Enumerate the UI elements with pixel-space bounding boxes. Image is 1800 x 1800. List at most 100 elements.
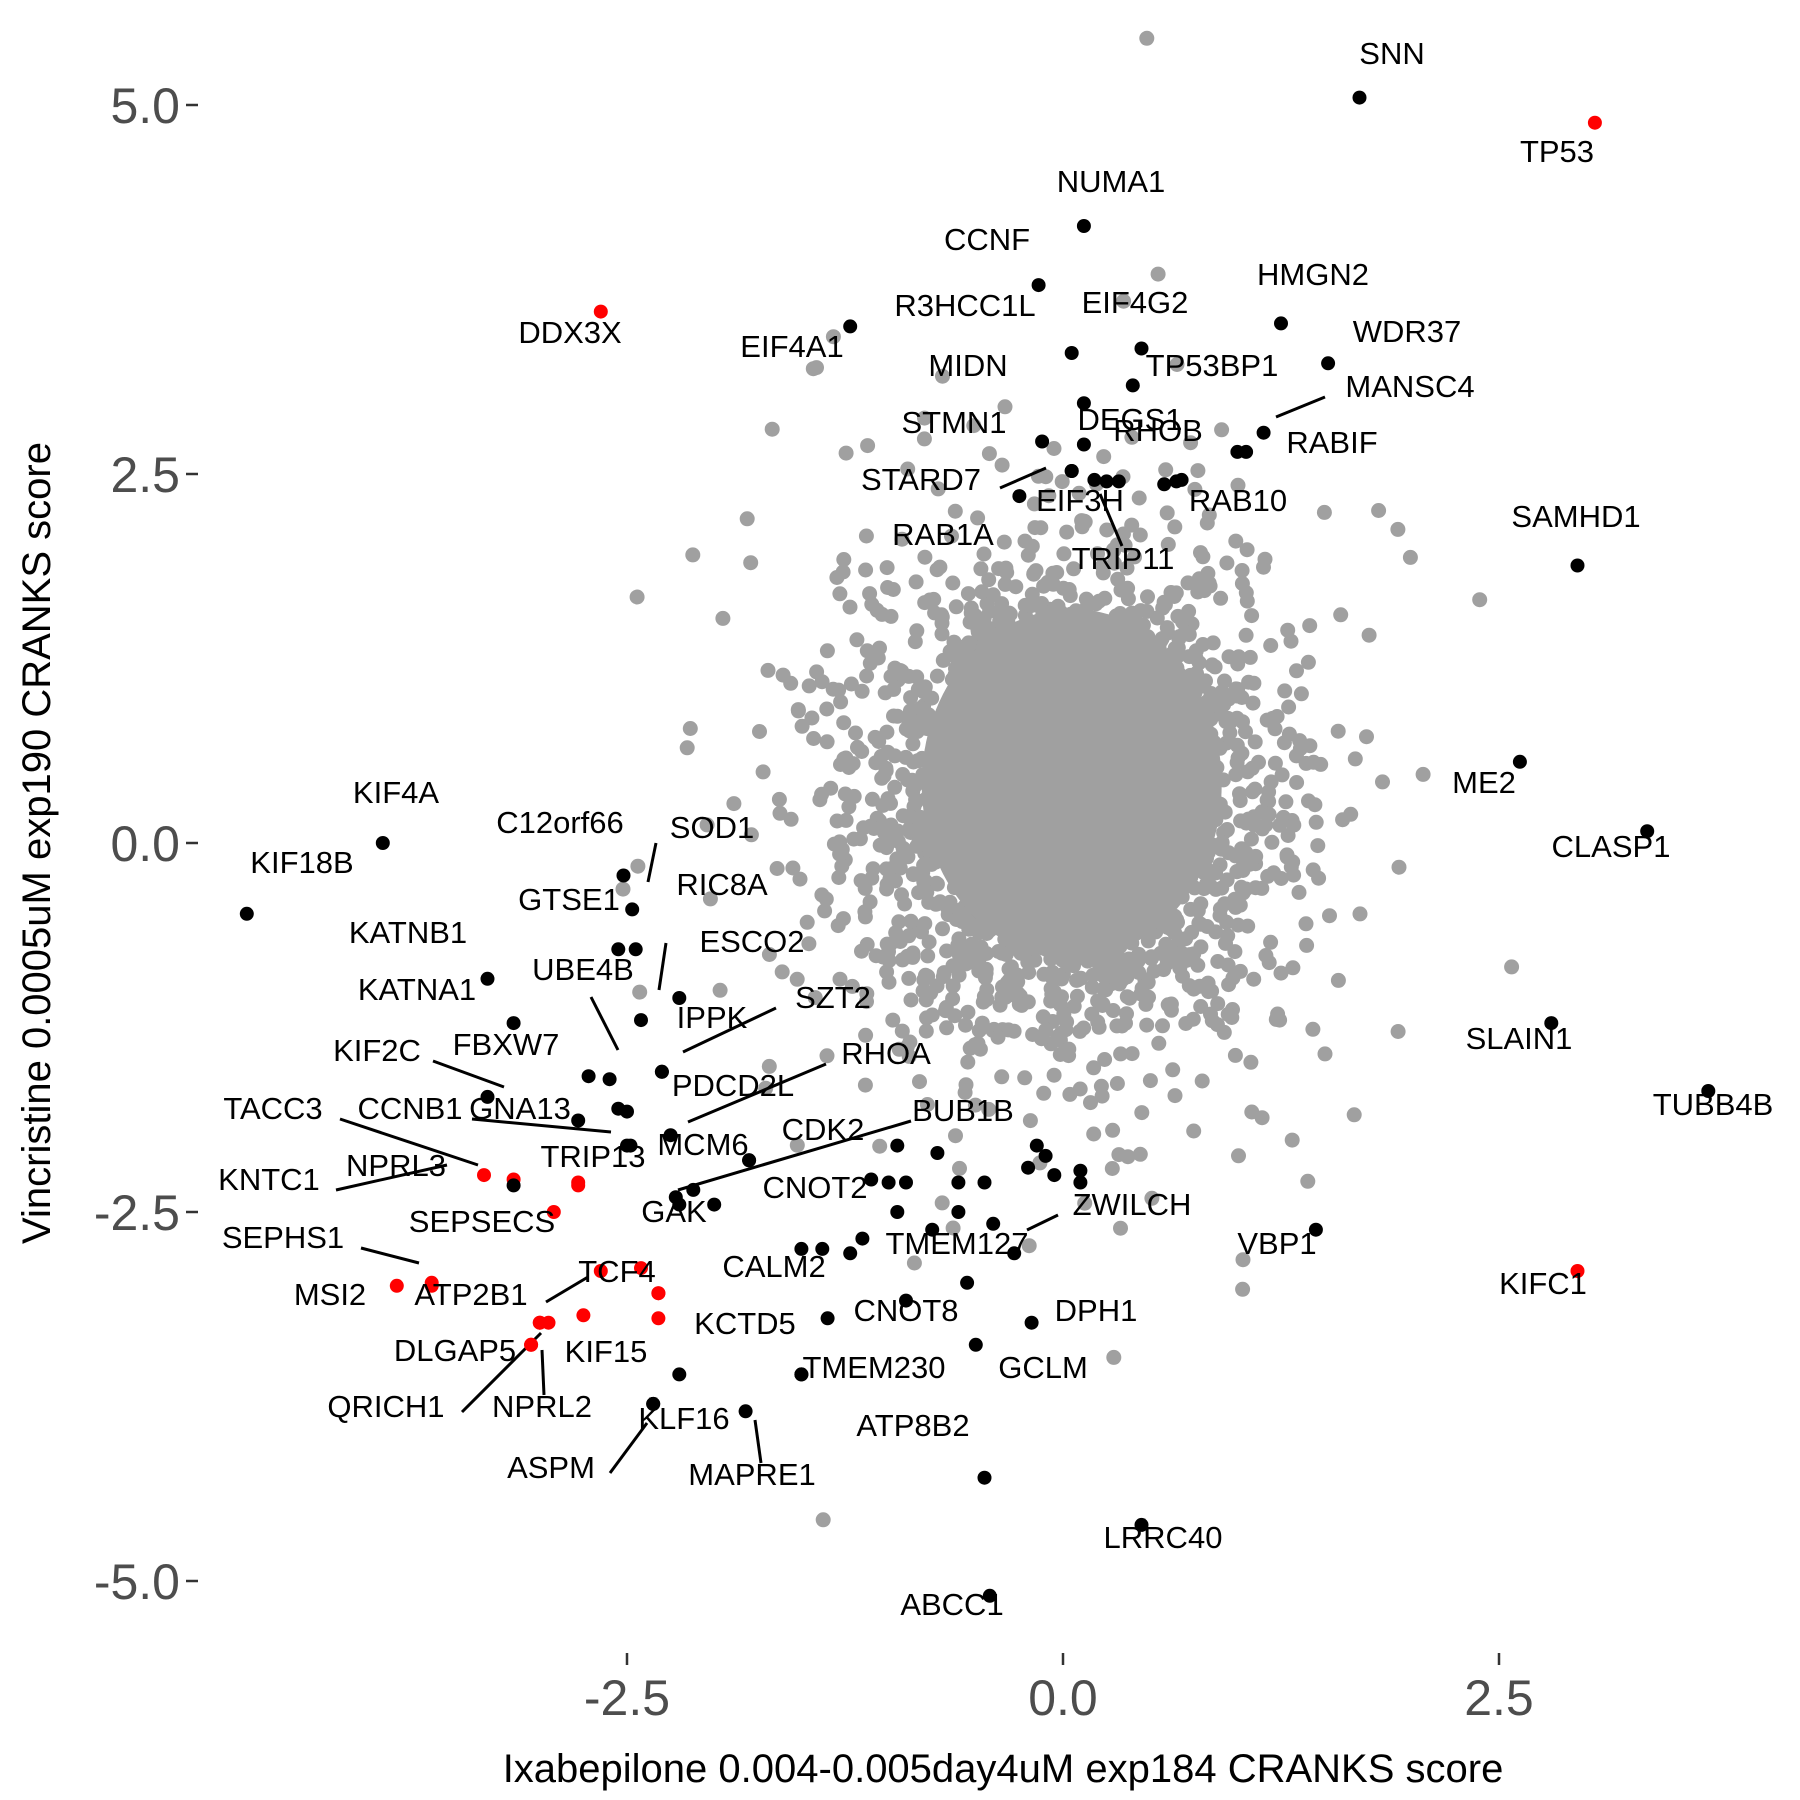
- gene-label-eif4a1: EIF4A1: [740, 329, 843, 364]
- background-point: [1261, 955, 1277, 971]
- gene-label-katna1: KATNA1: [358, 972, 476, 1007]
- background-point: [801, 678, 817, 694]
- background-point: [1230, 477, 1246, 493]
- leader-line-trip11: [1098, 493, 1124, 547]
- gene-label-kifc1: KIFC1: [1499, 1266, 1587, 1301]
- background-point: [883, 795, 898, 811]
- background-point: [957, 644, 972, 660]
- background-point: [891, 1041, 907, 1057]
- background-point: [1106, 543, 1122, 559]
- highlight-point: [1157, 477, 1172, 492]
- background-point: [825, 329, 841, 345]
- background-point: [815, 1512, 831, 1528]
- background-point: [1352, 906, 1368, 922]
- background-point: [1167, 519, 1183, 535]
- background-point: [974, 584, 990, 600]
- gene-label-sephs1: SEPHS1: [222, 1220, 344, 1255]
- background-point: [1106, 555, 1122, 571]
- background-point: [1159, 620, 1175, 636]
- background-point: [858, 1027, 874, 1043]
- background-point: [1167, 1088, 1183, 1104]
- background-point: [829, 813, 845, 829]
- gene-point-ric8a: [611, 942, 626, 957]
- background-point: [935, 921, 950, 937]
- background-point: [976, 546, 992, 562]
- background-point: [836, 715, 852, 731]
- background-point: [1260, 868, 1276, 884]
- gene-point-eif3h: [1099, 474, 1114, 489]
- background-point: [1261, 784, 1277, 800]
- gene-label-tmem230: TMEM230: [803, 1350, 946, 1385]
- background-point: [1220, 928, 1236, 944]
- background-point: [1288, 748, 1304, 764]
- gene-point-stard7: [1064, 464, 1079, 478]
- background-point: [832, 846, 848, 862]
- gene-point-sod1: [625, 902, 640, 917]
- background-point: [743, 555, 759, 571]
- background-point: [814, 674, 830, 690]
- gene-point-tcf4: [651, 1286, 666, 1301]
- background-point: [932, 559, 948, 575]
- background-point: [832, 971, 848, 987]
- background-point: [981, 446, 997, 462]
- gene-label-kntc1: KNTC1: [218, 1162, 320, 1197]
- background-point: [848, 725, 863, 741]
- background-point: [999, 975, 1015, 991]
- gene-label-gak: GAK: [641, 1194, 707, 1229]
- background-point: [819, 1048, 835, 1064]
- gene-label-degs1: DEGS1: [1077, 402, 1182, 437]
- background-point: [629, 589, 645, 605]
- gene-label-ippk: IPPK: [677, 1000, 748, 1035]
- gene-point-rab1a: [1012, 489, 1027, 504]
- background-point: [945, 1220, 961, 1236]
- gene-label-tp53bp1: TP53BP1: [1146, 348, 1279, 383]
- gene-label-rabif: RABIF: [1286, 425, 1377, 460]
- background-point: [1086, 1126, 1102, 1142]
- gene-label-atp8b2: ATP8B2: [856, 1408, 969, 1443]
- background-point: [1150, 266, 1166, 282]
- background-point: [864, 870, 880, 886]
- gene-point-eif4a1: [843, 319, 858, 334]
- background-point: [1186, 1123, 1202, 1139]
- background-point: [1234, 576, 1250, 591]
- background-point: [783, 811, 799, 827]
- gene-label-aspm: ASPM: [507, 1450, 595, 1485]
- background-point: [1049, 565, 1065, 580]
- background-point: [1088, 596, 1104, 612]
- background-point: [1000, 1022, 1016, 1038]
- background-point: [982, 603, 998, 619]
- background-point: [1061, 1041, 1077, 1057]
- leader-line-nprl2: [540, 1349, 546, 1396]
- background-point: [1263, 638, 1279, 653]
- background-point: [1170, 914, 1185, 930]
- background-point: [1113, 1220, 1128, 1236]
- background-point: [1263, 934, 1279, 950]
- gene-label-mcm6: MCM6: [657, 1127, 748, 1162]
- background-point: [967, 1097, 983, 1113]
- background-point: [1239, 593, 1255, 609]
- background-point: [1239, 542, 1255, 558]
- highlight-point: [672, 991, 687, 1005]
- background-point: [881, 944, 896, 960]
- gene-label-esco2: ESCO2: [699, 924, 804, 959]
- leader-line-sod1: [646, 842, 658, 883]
- gene-label-dlgap5: DLGAP5: [394, 1333, 516, 1368]
- background-point: [1114, 972, 1130, 988]
- gene-label-kif15: KIF15: [565, 1334, 648, 1369]
- background-point: [917, 410, 932, 426]
- background-point: [916, 972, 932, 988]
- background-point: [1093, 1078, 1109, 1094]
- background-point: [1231, 649, 1247, 665]
- background-point: [1310, 838, 1326, 854]
- leader-line-mapre1: [753, 1419, 763, 1464]
- gene-point-numa1: [1076, 219, 1091, 233]
- gene-point-vbp1: [1308, 1222, 1323, 1237]
- background-point: [838, 445, 854, 461]
- gene-label-nprl2: NPRL2: [492, 1389, 592, 1424]
- background-point: [1284, 1132, 1300, 1148]
- background-point: [1289, 663, 1304, 679]
- background-point: [682, 721, 698, 736]
- background-point: [1216, 697, 1232, 713]
- background-point: [1289, 775, 1305, 790]
- background-point: [979, 982, 995, 998]
